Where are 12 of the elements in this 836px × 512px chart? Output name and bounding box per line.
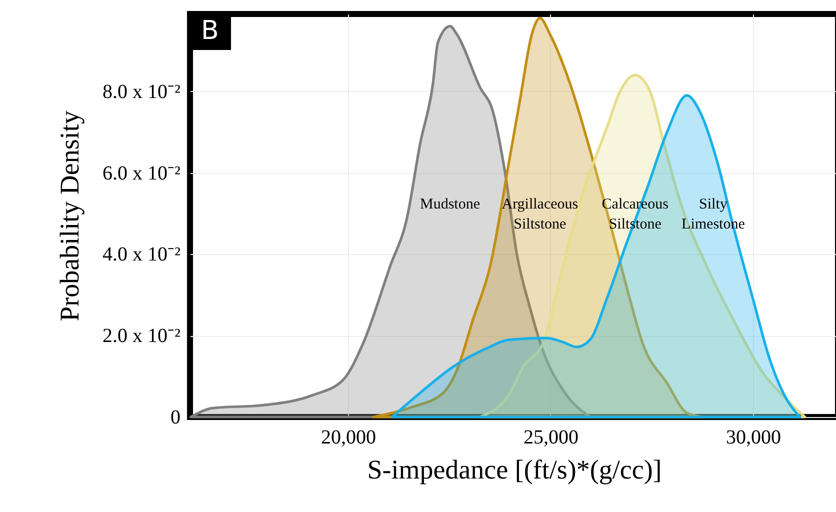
y-tick-label: 2.0 x 10⁻² — [102, 325, 180, 348]
x-axis-title: S-impedance [(ft/s)*(g/cc)] — [367, 454, 662, 484]
panel-letter: B — [191, 14, 231, 50]
x-tick-label: 30,000 — [726, 426, 781, 448]
x-tick-label: 20,000 — [320, 426, 376, 448]
y-tick-label: 4.0 x 10⁻² — [102, 244, 180, 266]
y-tick-label: 0 — [170, 406, 180, 428]
y-axis-title: Probability Density — [54, 110, 85, 322]
x-tick-label: 25,000 — [523, 426, 578, 448]
y-tick-label: 8.0 x 10⁻² — [102, 80, 180, 103]
y-tick-label: 6.0 x 10⁻² — [102, 162, 180, 184]
series-label: Mudstone — [420, 196, 480, 212]
